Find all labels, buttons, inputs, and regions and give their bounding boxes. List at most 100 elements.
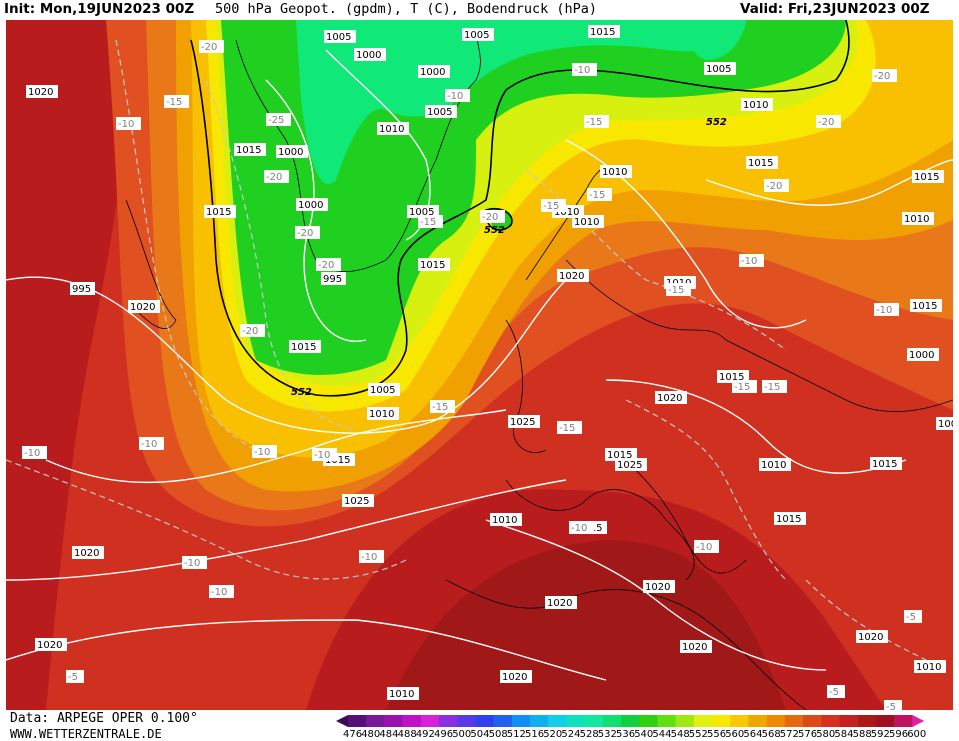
- temp-label: -10: [116, 117, 141, 130]
- temp-label: -10: [874, 303, 899, 316]
- website-label: WWW.WETTERZENTRALE.DE: [10, 727, 162, 741]
- temp-label: -5: [884, 700, 902, 710]
- colorbar-tick-label: 552: [689, 729, 708, 739]
- temp-label: -10: [572, 63, 597, 76]
- colorbar-tick-label: 524: [561, 729, 580, 739]
- temp-label-text: -15: [734, 382, 750, 393]
- isobar-label-bg: [72, 546, 104, 559]
- contour-552: [190, 20, 850, 397]
- isobar-label-text: 1010: [379, 124, 404, 135]
- isobar-label-text: 1020: [645, 582, 670, 593]
- weather-map[interactable]: 1005 1005 1015 1000 1000 1005 1000 1010 1005 1015…: [6, 20, 953, 710]
- temp-label: -25: [266, 113, 291, 126]
- colorbar-tick-label: 500: [452, 729, 471, 739]
- colorbar-tick-label: 536: [616, 729, 635, 739]
- temp-label-bg: [359, 550, 384, 563]
- temp-label-text: -10: [118, 119, 134, 130]
- isobar-label: 1015: [418, 258, 450, 271]
- isobar-label-bg: [490, 513, 522, 526]
- isobar-label-text: 1015: [590, 27, 615, 38]
- isobar-label: 1000: [354, 48, 386, 61]
- init-time-label: Init: Mon,19JUN2023 00Z: [4, 1, 195, 17]
- temp-label-bg: [732, 380, 757, 393]
- colorbar-tick-label: 520: [543, 729, 562, 739]
- isobar-label-bg: [418, 258, 450, 271]
- temp-label-text: -20: [266, 172, 282, 183]
- temp-label: -5: [827, 685, 845, 698]
- isobar-label: 995: [321, 272, 346, 285]
- temp-label-bg: [762, 380, 787, 393]
- isobar-label-text: 1015: [776, 514, 801, 525]
- temp-label-bg: [316, 258, 341, 271]
- colorbar-tick-label: 512: [507, 729, 526, 739]
- contour-552-label: 552: [291, 387, 312, 398]
- isobar-label-text: 1010: [761, 460, 786, 471]
- temp-label: -10: [359, 550, 384, 563]
- colorbar-tick-label: 592: [871, 729, 890, 739]
- contour-552-line: [190, 20, 850, 397]
- isotherm: [205, 79, 357, 431]
- temp-label-text: -15: [559, 423, 575, 434]
- isobar-label: 1005: [368, 383, 400, 396]
- temp-label-bg: [295, 226, 320, 239]
- isobar-label-text: 1015: [420, 260, 445, 271]
- fill-band: [686, 20, 746, 60]
- temp-label-text: -10: [876, 305, 892, 316]
- temp-label-text: -10: [211, 587, 227, 598]
- colorbar-tick-label: 504: [470, 729, 489, 739]
- temp-label-bg: [572, 63, 597, 76]
- isobar-label-text: 1015: [607, 450, 632, 461]
- isobar-label-bg: [588, 25, 620, 38]
- temp-label-bg: [240, 324, 265, 337]
- isobar-label-bg: [321, 272, 346, 285]
- isobar-label-text: 1025: [344, 496, 369, 507]
- isobar-label: 1010: [490, 513, 522, 526]
- isobar-label-text: 1015: [748, 158, 773, 169]
- isobar-label: 1015: [234, 143, 266, 156]
- isobar-label-text: 1020: [37, 640, 62, 651]
- temp-label: -10: [694, 540, 719, 553]
- isobar-label-bg: [680, 640, 712, 653]
- isobar-label: 1005: [324, 30, 356, 43]
- temp-label-bg: [182, 556, 207, 569]
- isobar-label-text: 1020: [74, 548, 99, 559]
- temp-label-text: -10: [741, 256, 757, 267]
- isobar-label: 1000: [936, 417, 953, 430]
- isobar-label-text: 1005: [326, 32, 351, 43]
- temp-label: -15: [164, 95, 189, 108]
- isobar-label-bg: [26, 85, 58, 98]
- colorbar-tick-label: 492: [416, 729, 435, 739]
- colorbar-tick-label: 480: [361, 729, 380, 739]
- temp-label-text: -20: [766, 181, 782, 192]
- isobar-label: 1025: [342, 494, 374, 507]
- isobar-label-bg: [704, 62, 736, 75]
- temp-label: -10: [182, 556, 207, 569]
- isobar-label-text: 1010: [554, 207, 579, 218]
- temp-label: -20: [240, 324, 265, 337]
- temp-label: -20: [199, 40, 224, 53]
- isobar-label: 1015: [717, 370, 749, 383]
- colorbar-cell: [712, 715, 731, 727]
- fill-band: [386, 540, 786, 710]
- colorbar-cell: [366, 715, 385, 727]
- isotherm: [115, 39, 277, 461]
- temp-label-text: -10: [254, 447, 270, 458]
- isobar-label-bg: [912, 170, 944, 183]
- isobar-label-bg: [462, 28, 494, 41]
- temp-label-bg: [480, 210, 505, 223]
- isobar-label: 995: [70, 282, 95, 295]
- isobar-label-text: 1015: [719, 372, 744, 383]
- isobar-label-text: 1020: [28, 87, 53, 98]
- temp-label: -20: [264, 170, 289, 183]
- isobar-label-bg: [746, 156, 778, 169]
- temp-label-bg: [209, 585, 234, 598]
- isobar-label-bg: [289, 340, 321, 353]
- colorbar-tick-label: 488: [398, 729, 417, 739]
- temp-label: -10: [22, 446, 47, 459]
- coastline: [445, 579, 807, 710]
- isobar-label-text: 1005: [706, 64, 731, 75]
- colorbar-cell: [602, 715, 622, 727]
- temp-label: -10: [139, 437, 164, 450]
- coastline: [505, 479, 695, 581]
- temp-label-text: -10: [184, 558, 200, 569]
